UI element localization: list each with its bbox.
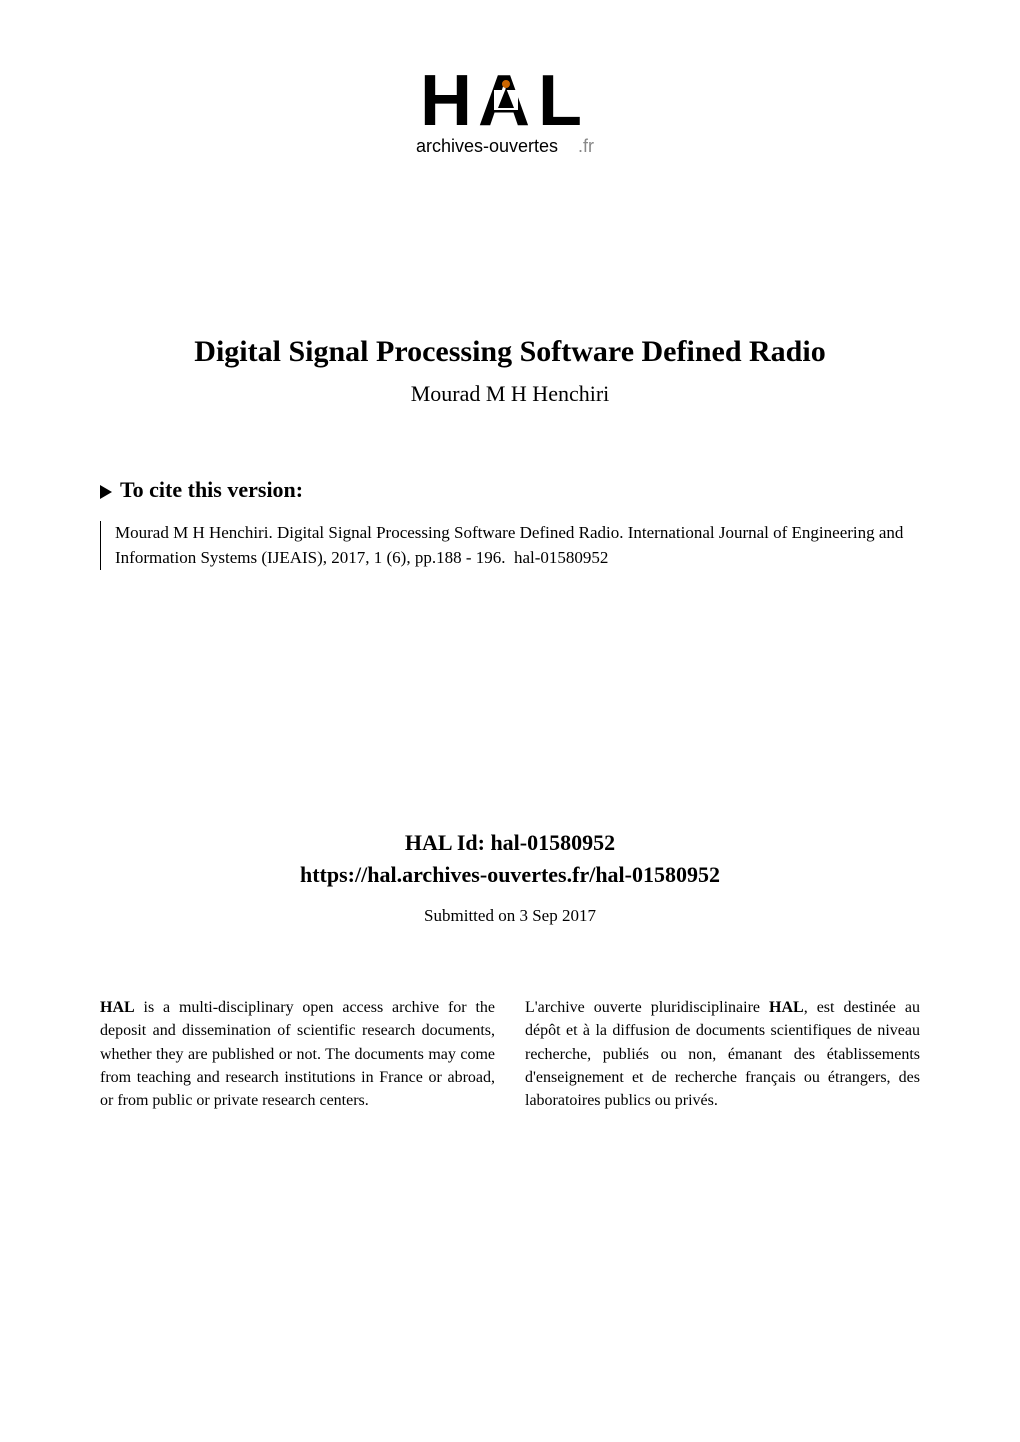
description-left-bold: HAL	[100, 999, 135, 1016]
hal-id: HAL Id: hal-01580952	[0, 830, 1020, 856]
description-section: HAL is a multi-disciplinary open access …	[0, 996, 1020, 1112]
hal-logo-svg: H A L archives-ouvertes .fr	[410, 60, 610, 170]
title-section: Digital Signal Processing Software Defin…	[0, 335, 1020, 407]
hal-logo-container: H A L archives-ouvertes .fr	[0, 0, 1020, 215]
citation-text: Mourad M H Henchiri. Digital Signal Proc…	[100, 521, 920, 570]
cite-heading-text: To cite this version:	[120, 477, 303, 502]
cite-section: To cite this version: Mourad M H Henchir…	[0, 477, 1020, 570]
svg-text:L: L	[538, 61, 582, 141]
description-right: L'archive ouverte pluridisciplinaire HAL…	[525, 996, 920, 1112]
description-left-text: is a multi-disciplinary open access arch…	[100, 999, 495, 1109]
paper-title: Digital Signal Processing Software Defin…	[80, 335, 940, 369]
description-right-bold: HAL	[769, 999, 804, 1016]
description-right-prefix: L'archive ouverte pluridisciplinaire	[525, 999, 769, 1016]
cite-heading: To cite this version:	[100, 477, 920, 503]
description-left: HAL is a multi-disciplinary open access …	[100, 996, 495, 1112]
hal-url: https://hal.archives-ouvertes.fr/hal-015…	[0, 862, 1020, 888]
logo-subtitle-main: archives-ouvertes	[416, 136, 558, 156]
hal-logo: H A L archives-ouvertes .fr	[410, 60, 610, 175]
submitted-date: Submitted on 3 Sep 2017	[0, 906, 1020, 926]
triangle-icon	[100, 485, 112, 499]
svg-text:H: H	[420, 61, 472, 141]
hal-id-section: HAL Id: hal-01580952 https://hal.archive…	[0, 830, 1020, 926]
paper-author: Mourad M H Henchiri	[80, 381, 940, 407]
logo-subtitle-suffix: .fr	[578, 136, 594, 156]
